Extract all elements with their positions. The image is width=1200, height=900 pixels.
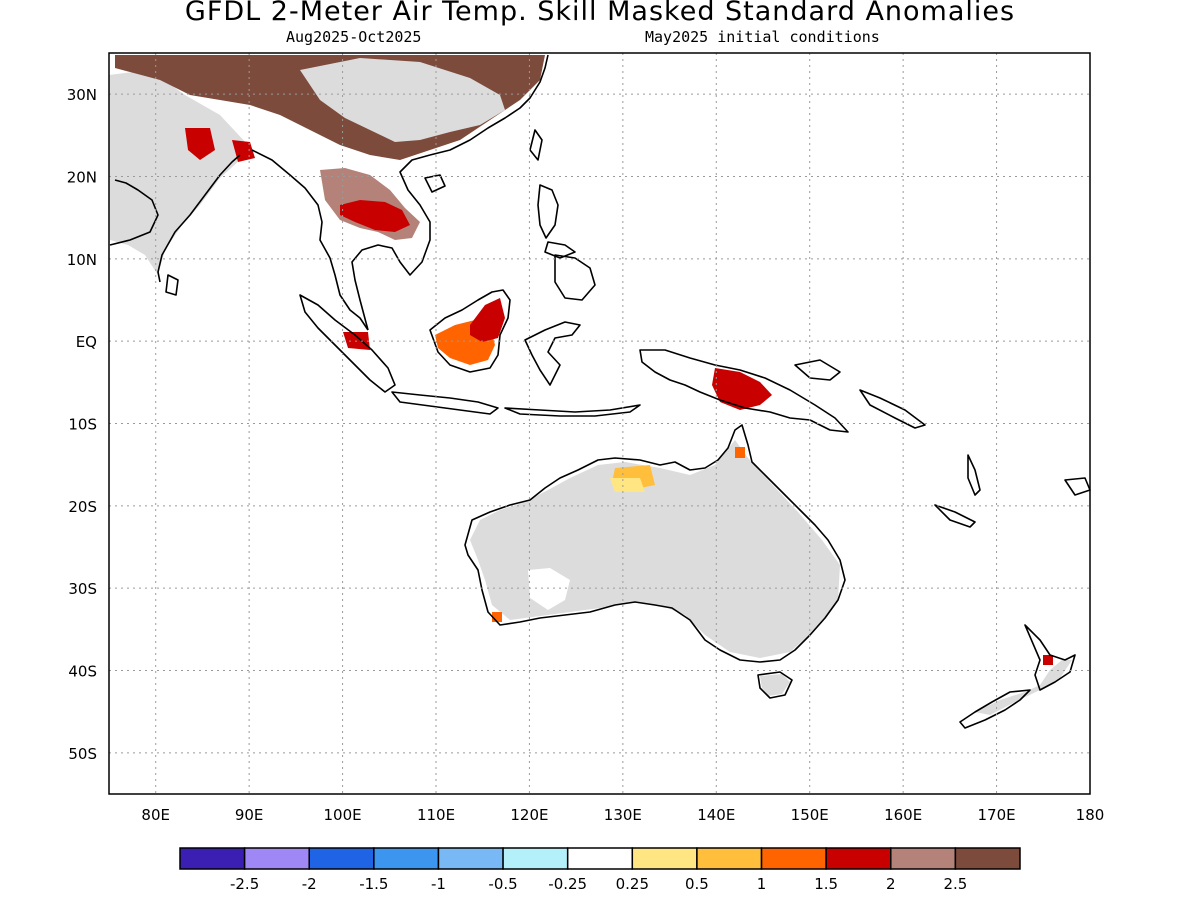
colorbar-label: 1: [757, 875, 767, 893]
longitude-tick-label: 150E: [791, 806, 829, 824]
sulawesi: [524, 321, 581, 386]
india-masked: [109, 70, 248, 275]
luzon: [537, 184, 559, 239]
latitude-tick-label: 20N: [67, 169, 97, 187]
colorbar-swatch: [954, 847, 1021, 870]
latitude-tick-label: 40S: [68, 663, 97, 681]
nz-north-island: [1024, 624, 1076, 691]
latitude-tick-label: EQ: [76, 333, 97, 351]
north-australia-weak: [610, 478, 645, 492]
colorbar-swatch: [890, 847, 957, 870]
india-east-coast: [157, 154, 241, 283]
queensland-warm: [735, 447, 745, 458]
colorbar-swatch: [631, 847, 698, 870]
colorbar-label: -2: [302, 875, 317, 893]
longitude-tick-label: 80E: [141, 806, 170, 824]
longitude-tick-label: 110E: [417, 806, 455, 824]
borneo: [429, 289, 511, 373]
borneo-strong-warm: [470, 298, 505, 342]
java: [391, 391, 499, 415]
bismarck: [794, 359, 841, 381]
colorbar-label: 2: [886, 875, 896, 893]
colorbar-label: -1.5: [359, 875, 388, 893]
colorbar-swatch: [566, 847, 634, 870]
colorbar: -2.5 -2 -1.5 -1 -0.5 -0.25 0.25 0.5 1 1.5 2 2.5: [179, 847, 1021, 893]
colorbar-swatch: [373, 847, 440, 870]
latitude-tick-label: 50S: [68, 745, 97, 763]
new-guinea-warm-anomaly: [712, 368, 772, 410]
forecast-period: Aug2025-Oct2025: [286, 28, 422, 46]
latitude-tick-label: 10N: [67, 251, 97, 269]
anomaly-fills: [109, 55, 1072, 715]
hainan: [424, 174, 446, 193]
south-asia-warm-anomaly: [185, 128, 215, 160]
colorbar-swatch: [308, 847, 375, 870]
sumatra: [299, 294, 396, 393]
latitude-tick-label: 30S: [68, 580, 97, 598]
chart-title: GFDL 2-Meter Air Temp. Skill Masked Stan…: [184, 0, 1016, 27]
australia: [464, 424, 846, 663]
colorbar-label: 2.5: [943, 875, 967, 893]
australia-masked: [470, 440, 840, 658]
colorbar-swatch: [179, 847, 246, 870]
sri-masked: [126, 143, 138, 153]
indochina-coast: [251, 149, 369, 331]
coastlines: [109, 54, 1091, 729]
fiji: [1064, 477, 1091, 496]
map-frame: [108, 52, 1091, 795]
colorbar-label: 0.25: [616, 875, 649, 893]
longitude-tick-label: 160E: [884, 806, 922, 824]
sri-lanka: [165, 274, 179, 296]
mindanao: [554, 254, 596, 301]
colorbar-swatch: [760, 847, 827, 870]
colorbar-label: -0.25: [548, 875, 587, 893]
gulf-thailand: [351, 154, 431, 331]
colorbar-swatch: [437, 847, 504, 870]
nz-warm: [1043, 655, 1053, 665]
new-caledonia: [934, 504, 976, 528]
latitude-tick-label: 30N: [67, 86, 97, 104]
longitude-tick-label: 140E: [697, 806, 735, 824]
longitude-tick-label: 120E: [510, 806, 548, 824]
indochina-warm-anomaly: [340, 200, 410, 232]
latitude-labels: 30N 20N 10N EQ 10S 20S 30S 40S 50S: [67, 86, 97, 763]
india-coast: [109, 179, 159, 246]
longitude-tick-label: 170E: [978, 806, 1016, 824]
tasmania: [757, 671, 793, 699]
colorbar-label: -1: [431, 875, 446, 893]
initial-conditions: May2025 initial conditions: [645, 28, 880, 46]
new-guinea: [639, 349, 849, 433]
colorbar-swatch: [243, 847, 310, 870]
solomon-islands: [859, 389, 926, 429]
china-masked: [300, 58, 505, 142]
colorbar-label: 1.5: [814, 875, 838, 893]
colorbar-swatch: [502, 847, 569, 870]
latitude-tick-label: 20S: [68, 498, 97, 516]
longitude-labels: 80E 90E 100E 110E 120E 130E 140E 150E 160E 170E 18…: [141, 806, 1104, 824]
longitude-tick-label: 90E: [235, 806, 264, 824]
lesser-sunda: [504, 404, 641, 417]
tasmania-masked: [760, 674, 790, 696]
gridlines: [109, 53, 1090, 794]
colorbar-label: 0.5: [685, 875, 709, 893]
vanuatu: [967, 454, 981, 496]
china-coast: [429, 54, 549, 156]
longitude-tick-label: 100E: [324, 806, 362, 824]
taiwan: [529, 129, 543, 161]
colorbar-label: -0.5: [488, 875, 517, 893]
nz-south-island: [959, 689, 1031, 729]
longitude-tick-label: 180: [1076, 806, 1105, 824]
colorbar-swatch: [825, 847, 892, 870]
visayas: [544, 241, 576, 259]
colorbar-label: -2.5: [230, 875, 259, 893]
australia-unmasked: [528, 568, 570, 610]
nz-masked: [975, 660, 1072, 715]
latitude-tick-label: 10S: [68, 416, 97, 434]
colorbar-swatch: [696, 847, 763, 870]
longitude-tick-label: 130E: [604, 806, 642, 824]
